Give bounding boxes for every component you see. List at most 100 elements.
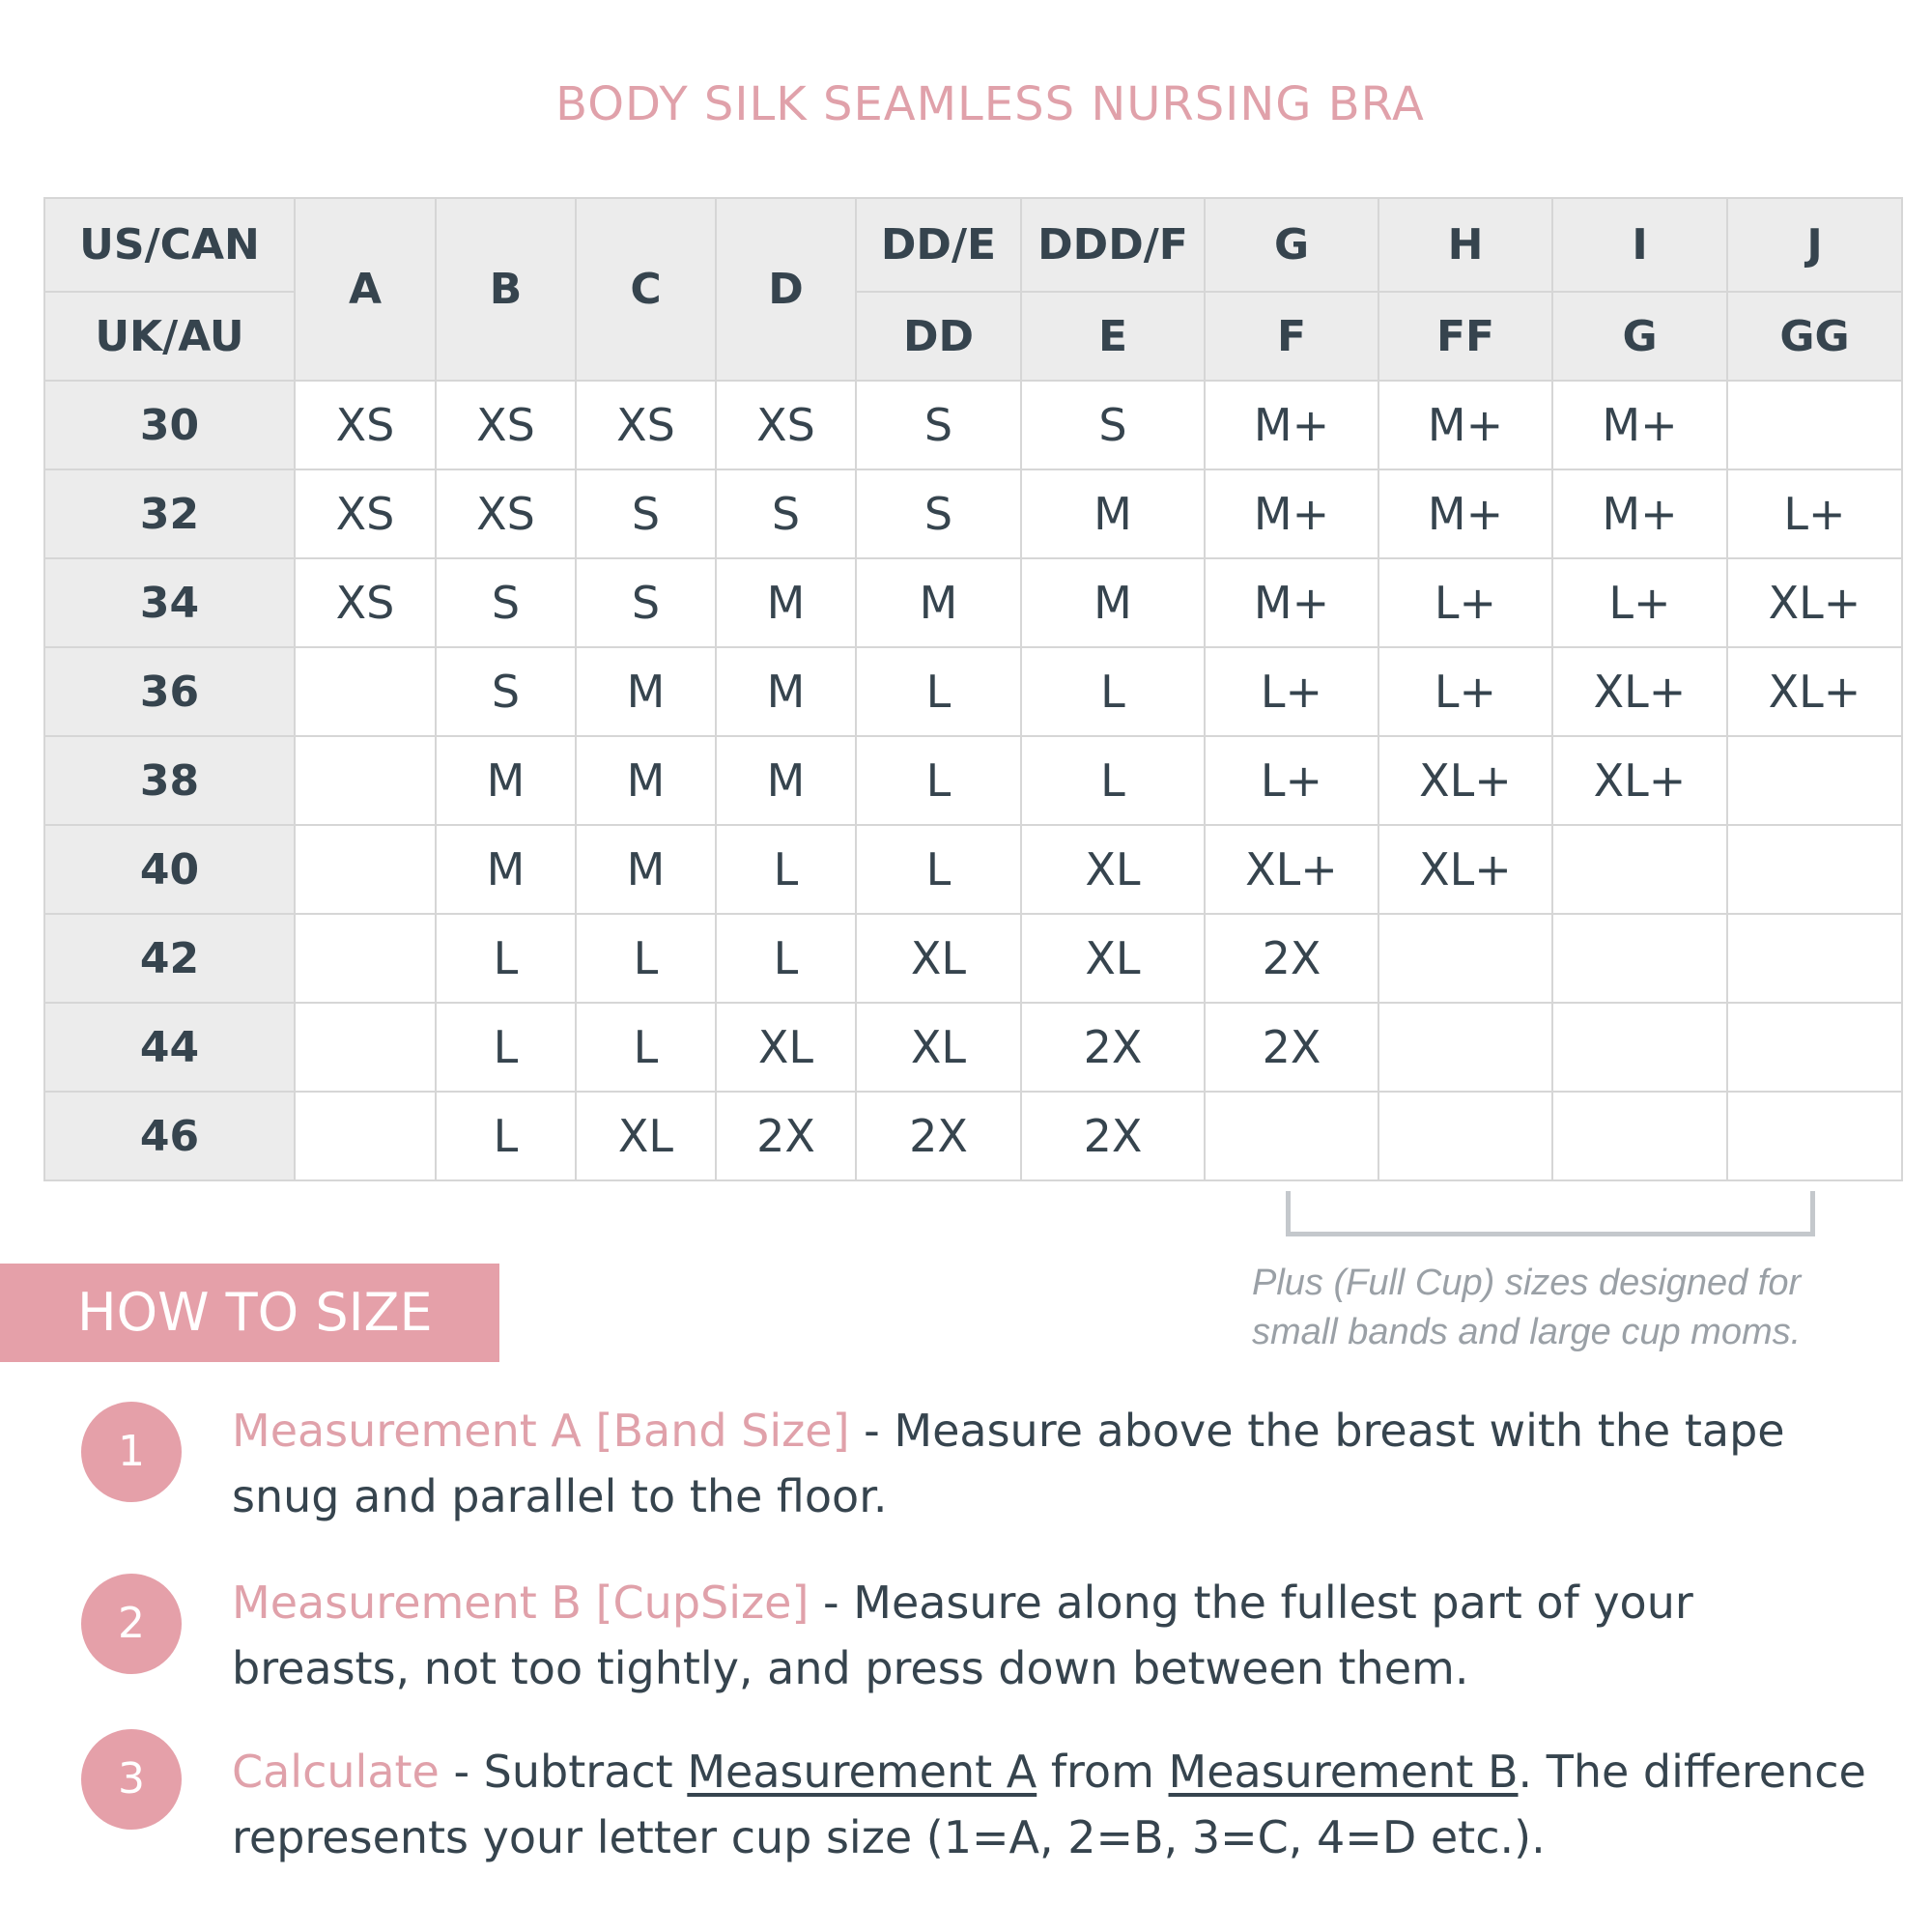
size-cell: XL [1020,913,1206,1004]
size-cell: XS [294,557,437,648]
size-cell [294,913,437,1004]
size-cell [1204,1091,1379,1181]
size-cell: XL+ [1726,646,1903,737]
size-cell: L [1020,735,1206,826]
table-row: 46 L XL 2X 2X 2X [43,1091,1903,1181]
step-label: Calculate [232,1746,440,1798]
band-size-cell: 30 [43,380,296,470]
size-cell: L+ [1378,646,1553,737]
size-cell [1726,913,1903,1004]
band-size-cell: 32 [43,469,296,559]
size-cell: L [575,1002,717,1093]
cup-header: C [575,197,717,382]
band-size-cell: 34 [43,557,296,648]
size-cell: L+ [1204,646,1379,737]
size-cell: XL [715,1002,857,1093]
us-cup-header: DD/E [855,197,1022,293]
size-cell: M+ [1378,380,1553,470]
size-cell [1551,1002,1728,1093]
step-text: Measurement A [Band Size] - Measure abov… [232,1398,1874,1529]
size-cell: S [435,646,577,737]
size-cell [294,735,437,826]
step-label: Measurement A [Band Size] [232,1405,850,1457]
size-cell: M+ [1204,557,1379,648]
size-cell [1378,1091,1553,1181]
uk-cup-header: DD [855,291,1022,382]
uk-au-header: UK/AU [43,291,296,382]
size-cell: S [855,380,1022,470]
size-cell: 2X [1204,1002,1379,1093]
size-cell [294,646,437,737]
size-cell: XL+ [1551,646,1728,737]
size-cell: 2X [855,1091,1022,1181]
step-description: from [1037,1746,1169,1798]
size-cell: XS [575,380,717,470]
plus-sizes-note: Plus (Full Cup) sizes designed for small… [1252,1259,1801,1357]
table-row: 42 L L L XL XL 2X [43,913,1903,1004]
step-text: Calculate - Subtract Measurement A from … [232,1739,1874,1870]
size-cell: L [855,824,1022,915]
us-cup-header: H [1378,197,1553,293]
size-cell: M+ [1204,380,1379,470]
size-cell: M [715,735,857,826]
size-cell [1551,1091,1728,1181]
band-size-cell: 46 [43,1091,296,1181]
band-size-cell: 38 [43,735,296,826]
uk-cup-header: E [1020,291,1206,382]
size-cell: S [575,557,717,648]
size-cell [1551,913,1728,1004]
band-size-cell: 44 [43,1002,296,1093]
step-description: - Measure along the fullest part of your… [232,1577,1693,1694]
size-cell: XL+ [1204,824,1379,915]
uk-cup-header: F [1204,291,1379,382]
size-cell [1378,1002,1553,1093]
table-row: 40 M M L L XL XL+ XL+ [43,824,1903,915]
size-cell [294,1091,437,1181]
size-cell: L [855,646,1022,737]
size-cell: M [855,557,1022,648]
us-can-header: US/CAN [43,197,296,293]
note-line-2: small bands and large cup moms. [1252,1312,1802,1352]
size-cell: 2X [1020,1002,1206,1093]
size-cell: XL [1020,824,1206,915]
size-cell: XL [575,1091,717,1181]
size-cell: M [575,646,717,737]
us-cup-header: DDD/F [1020,197,1206,293]
size-cell: L [715,913,857,1004]
size-cell: S [1020,380,1206,470]
size-cell: XL [855,913,1022,1004]
step-number-badge: 2 [81,1574,182,1674]
size-cell: L [1020,646,1206,737]
table-row: 38 M M M L L L+ XL+ XL+ [43,735,1903,826]
plus-sizes-bracket [1286,1191,1815,1236]
size-cell: M+ [1551,469,1728,559]
size-cell [1726,735,1903,826]
size-cell [1726,824,1903,915]
size-cell: XS [435,469,577,559]
step-description: - Measure above the breast with the tape… [232,1405,1785,1522]
size-cell: M [435,735,577,826]
step-number-badge: 1 [81,1402,182,1502]
size-chart-table: US/CAN A B C D DD/E DDD/F G H I J UK/AU DD E F FF G GG 30 X… [43,197,1903,1181]
size-cell: XS [294,469,437,559]
size-cell: XS [294,380,437,470]
measurement-b-ref: Measurement B [1168,1746,1519,1798]
uk-cup-header: FF [1378,291,1553,382]
uk-cup-header: G [1551,291,1728,382]
step-text: Measurement B [CupSize] - Measure along … [232,1570,1874,1701]
size-cell [1726,380,1903,470]
size-cell: M [1020,469,1206,559]
band-size-cell: 40 [43,824,296,915]
size-cell: S [715,469,857,559]
step-number-badge: 3 [81,1729,182,1830]
size-cell: L [855,735,1022,826]
step-description: . The difference represents your letter … [232,1746,1866,1863]
size-cell: L+ [1378,557,1553,648]
table-row: 32 XS XS S S S M M+ M+ M+ L+ [43,469,1903,559]
size-cell: L [435,1091,577,1181]
size-cell: XL+ [1378,824,1553,915]
cup-header: D [715,197,857,382]
header-row-uk: UK/AU DD E F FF G GG [43,291,1903,382]
size-cell: L [715,824,857,915]
cup-header: B [435,197,577,382]
